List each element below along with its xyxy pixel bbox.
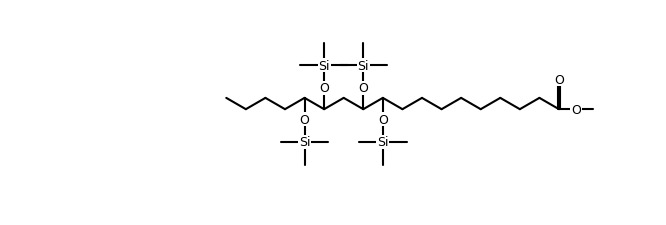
Text: O: O <box>300 113 310 126</box>
Text: O: O <box>571 103 581 116</box>
Text: Si: Si <box>299 136 310 149</box>
Text: O: O <box>319 82 329 95</box>
Text: Si: Si <box>358 59 369 72</box>
Text: O: O <box>378 113 388 126</box>
Text: Si: Si <box>318 59 330 72</box>
Text: Si: Si <box>377 136 388 149</box>
Text: O: O <box>358 82 368 95</box>
Text: O: O <box>554 73 564 86</box>
